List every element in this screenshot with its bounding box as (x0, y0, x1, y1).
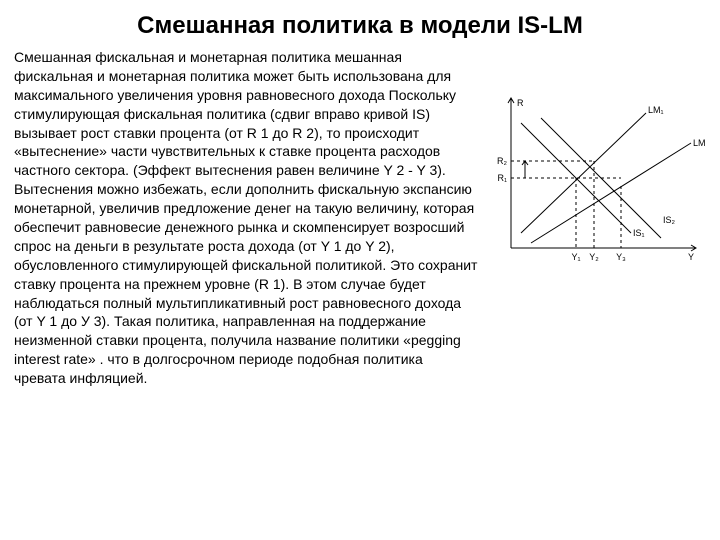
x-axis-label: Y (688, 252, 694, 262)
r1-label: R₁ (497, 173, 507, 183)
is2-label: IS₂ (663, 215, 676, 225)
body-text: Смешанная фискальная и монетарная полити… (14, 48, 486, 388)
y3-tick-label: Y₃ (616, 252, 626, 262)
r2-label: R₂ (497, 156, 507, 166)
is1-label: IS₁ (633, 228, 645, 238)
y-axis-label: R (517, 98, 524, 108)
y1-tick-label: Y₁ (571, 252, 580, 262)
lm2-label: LM₂ (693, 138, 706, 148)
page-title: Смешанная политика в модели IS-LM (0, 0, 720, 48)
islm-diagram: R Y LM₁ LM₂ IS₁ IS₂ R₁ R₂ Y₁ Y₂ Y₃ (486, 88, 706, 278)
content-row: Смешанная фискальная и монетарная полити… (0, 48, 720, 388)
lm1-curve (521, 113, 646, 233)
y2-tick-label: Y₂ (589, 252, 599, 262)
lm1-label: LM₁ (648, 105, 664, 115)
lm2-curve (531, 143, 691, 243)
